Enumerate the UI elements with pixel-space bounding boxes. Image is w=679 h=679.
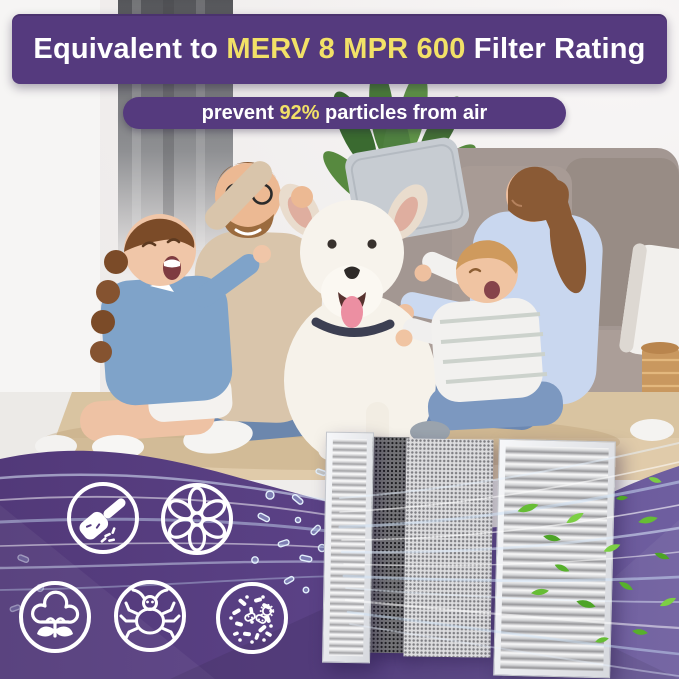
- pollen-flower-icon: [157, 479, 237, 559]
- dust-mite-icon: [110, 576, 190, 656]
- subheadline-banner: prevent 92% particles from air: [123, 97, 566, 129]
- cotton-fiber-icon: [15, 577, 95, 657]
- bacteria-icon: [212, 578, 292, 658]
- headline-prefix: Equivalent to: [33, 32, 227, 65]
- subheadline-highlight: 92%: [279, 101, 320, 124]
- pet-hair-brush-icon: [63, 478, 143, 558]
- filter-layer-pleated-back: [321, 431, 375, 664]
- girl: [35, 214, 271, 459]
- filter-layer-aluminum-mesh: [403, 438, 494, 658]
- white-pillow: [619, 243, 679, 360]
- subheadline-suffix: particles from air: [319, 101, 488, 124]
- subheadline-prefix: prevent: [201, 101, 280, 124]
- headline-banner: Equivalent to MERV 8 MPR 600 Filter Rati…: [12, 14, 667, 84]
- boy: [410, 240, 564, 443]
- filter-layer-pleated-front: [493, 438, 616, 679]
- headline-suffix: Filter Rating: [465, 32, 646, 65]
- headline-highlight: MERV 8 MPR 600: [226, 32, 466, 65]
